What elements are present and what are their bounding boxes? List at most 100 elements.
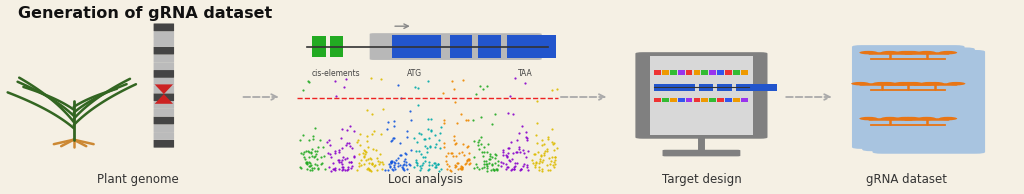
Point	[447, 155, 464, 158]
Point	[423, 130, 439, 133]
Point	[375, 163, 391, 166]
Point	[386, 124, 402, 127]
Point	[516, 163, 532, 166]
Point	[300, 139, 316, 142]
Point	[395, 163, 412, 166]
Point	[392, 97, 409, 100]
Point	[541, 156, 557, 159]
Point	[526, 152, 543, 156]
Point	[482, 157, 499, 160]
Point	[441, 165, 458, 168]
Point	[351, 164, 368, 167]
Point	[299, 163, 315, 166]
Point	[369, 168, 385, 171]
FancyBboxPatch shape	[154, 86, 174, 93]
Point	[365, 162, 381, 165]
Point	[352, 164, 369, 167]
Text: Plant genome: Plant genome	[97, 173, 179, 186]
Point	[441, 169, 458, 172]
Point	[335, 168, 351, 171]
Point	[474, 154, 490, 157]
Point	[502, 146, 518, 150]
Point	[301, 162, 317, 165]
Point	[315, 145, 332, 148]
Point	[327, 167, 343, 170]
Point	[397, 153, 414, 156]
Point	[384, 167, 400, 170]
Point	[432, 146, 449, 150]
Point	[318, 141, 335, 144]
Point	[401, 110, 418, 113]
Point	[301, 161, 317, 164]
Point	[524, 162, 541, 165]
Point	[397, 157, 414, 160]
Point	[306, 156, 323, 159]
Point	[394, 167, 411, 171]
Point	[486, 113, 503, 116]
Point	[503, 169, 519, 172]
Point	[381, 162, 397, 165]
Point	[369, 156, 385, 159]
Point	[391, 141, 408, 144]
Point	[412, 168, 428, 171]
Point	[396, 168, 413, 171]
Point	[335, 166, 351, 169]
Point	[301, 80, 317, 83]
Text: gRNA dataset: gRNA dataset	[865, 173, 947, 186]
Point	[386, 160, 402, 163]
Point	[364, 163, 380, 166]
Point	[380, 169, 396, 172]
Point	[398, 136, 415, 139]
Point	[422, 145, 438, 148]
Point	[385, 168, 401, 171]
Point	[399, 168, 416, 171]
Point	[547, 158, 563, 161]
Point	[500, 151, 516, 154]
Point	[544, 155, 560, 158]
Point	[439, 163, 456, 166]
Point	[368, 149, 384, 152]
Circle shape	[902, 51, 921, 54]
Point	[511, 146, 527, 149]
Point	[508, 151, 524, 154]
Point	[454, 150, 470, 153]
Point	[304, 169, 321, 172]
Point	[386, 168, 402, 171]
Point	[531, 165, 548, 168]
Bar	[710, 70, 717, 75]
Point	[402, 149, 419, 152]
FancyBboxPatch shape	[154, 70, 174, 78]
Circle shape	[881, 117, 899, 120]
Point	[488, 167, 505, 170]
Point	[487, 153, 504, 156]
Point	[341, 142, 357, 145]
Point	[501, 158, 517, 161]
Point	[374, 168, 390, 171]
Point	[344, 165, 360, 168]
Point	[421, 167, 437, 170]
Point	[499, 167, 515, 171]
Point	[412, 165, 428, 168]
Point	[336, 85, 352, 88]
Point	[411, 131, 427, 134]
Point	[509, 161, 525, 164]
Circle shape	[872, 82, 891, 85]
Polygon shape	[155, 84, 173, 94]
Point	[364, 169, 380, 172]
Point	[335, 156, 351, 159]
Point	[430, 169, 446, 172]
Point	[471, 148, 487, 151]
Point	[340, 167, 356, 171]
Point	[544, 140, 560, 143]
Point	[302, 165, 318, 168]
Point	[483, 169, 500, 172]
Point	[510, 147, 526, 150]
Point	[432, 125, 449, 128]
Point	[334, 128, 350, 131]
Point	[374, 161, 390, 164]
Point	[470, 140, 486, 144]
Point	[299, 79, 315, 82]
Point	[308, 163, 325, 166]
Point	[351, 133, 368, 136]
Point	[502, 94, 518, 97]
